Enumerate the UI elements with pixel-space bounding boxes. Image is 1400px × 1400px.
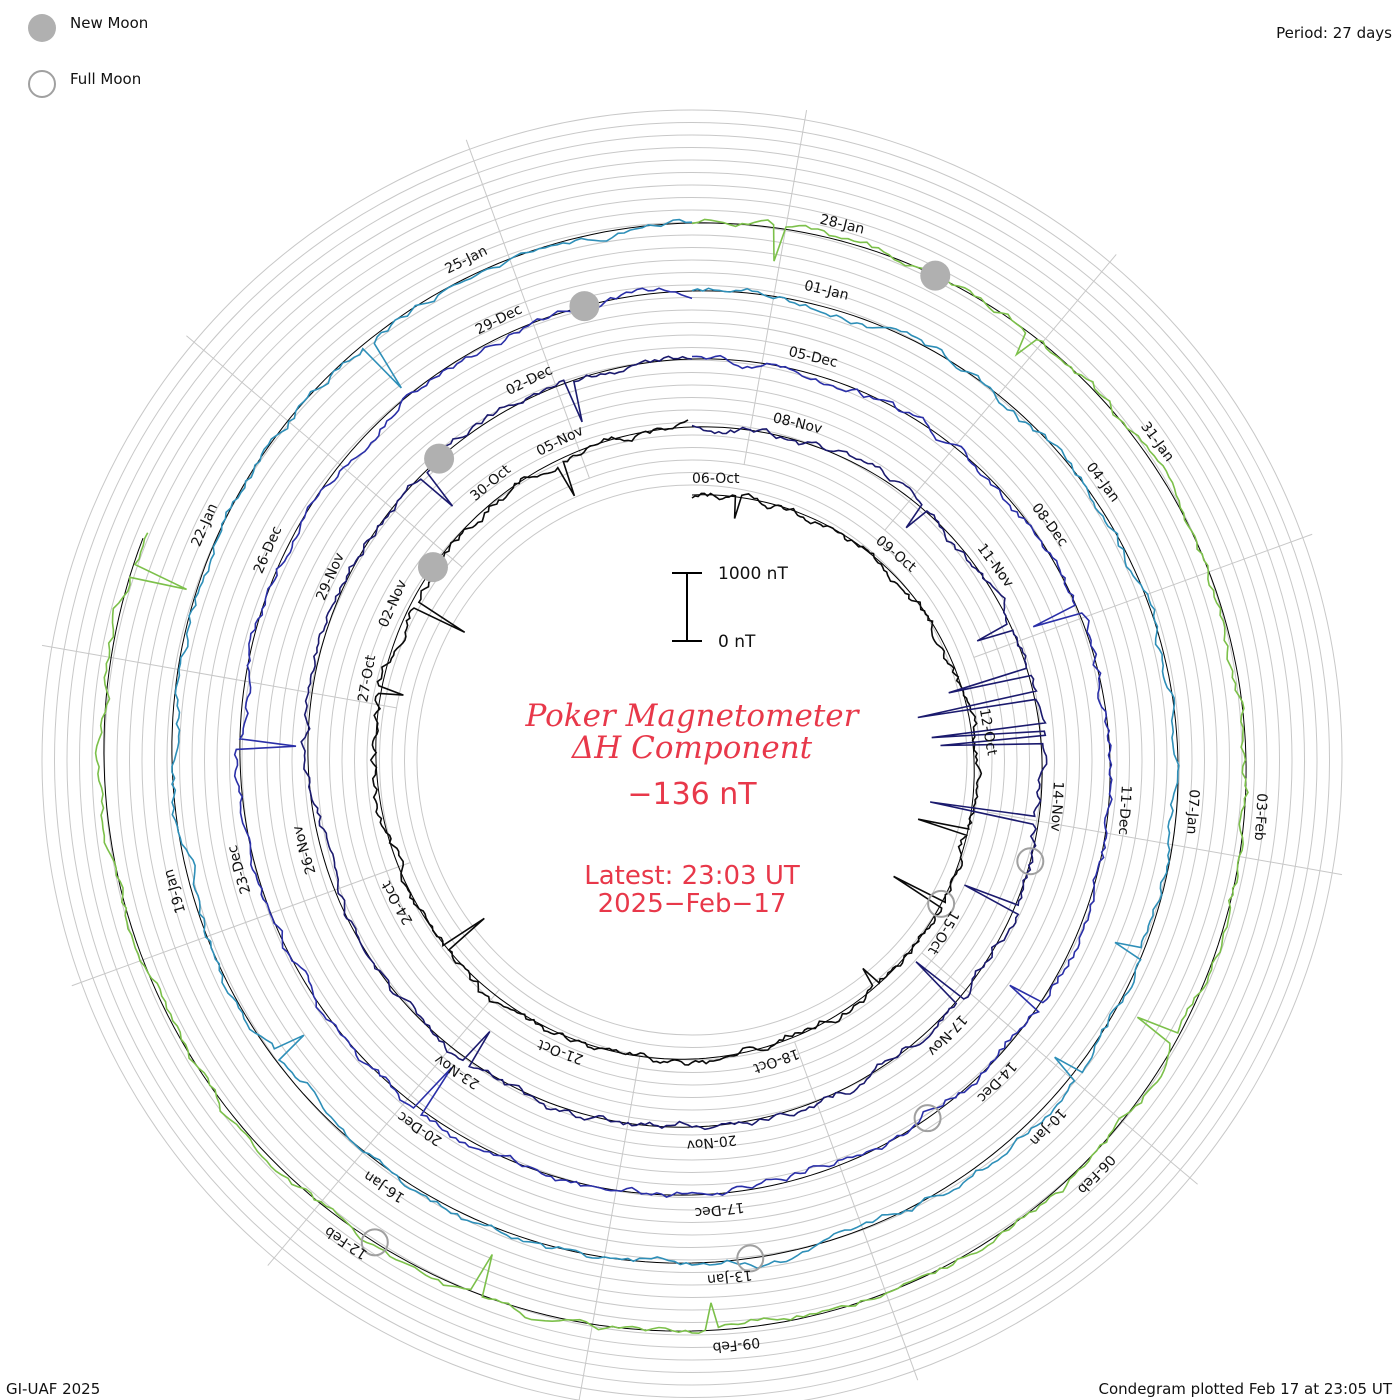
scale-bar: 1000 nT 0 nT <box>672 564 788 652</box>
grid-circle-28 <box>66 134 1318 1386</box>
date-label-41: 06-Feb <box>1074 1151 1118 1197</box>
date-label-13: 14-Nov <box>1047 781 1066 832</box>
date-label-10: 05-Nov <box>534 423 586 460</box>
date-label-43: 12-Feb <box>322 1223 371 1263</box>
grid-circle-1 <box>404 472 980 1048</box>
grid-spoke-1 <box>884 254 1117 531</box>
grid-circle-5 <box>354 422 1030 1098</box>
grid-circle-16 <box>216 284 1168 1236</box>
grid-circle-11 <box>279 347 1105 1173</box>
trace-revolution-4 <box>94 218 1249 1335</box>
new-moon-marker-0 <box>417 552 448 583</box>
grid-circle-14 <box>241 309 1143 1211</box>
grid-circle-2 <box>391 459 993 1061</box>
plotted-label: Condegram plotted Feb 17 at 23:05 UT <box>1099 1380 1393 1398</box>
grid-circle-12 <box>266 334 1118 1186</box>
date-label-40: 03-Feb <box>1251 793 1270 842</box>
grid-circle-18 <box>191 259 1193 1261</box>
date-label-11: 08-Nov <box>771 410 824 437</box>
grid-circle-30 <box>41 109 1343 1400</box>
grid-circle-19 <box>179 247 1205 1273</box>
date-label-25: 20-Dec <box>395 1108 446 1149</box>
date-label-15: 20-Nov <box>686 1131 738 1153</box>
grid-spoke-8 <box>71 862 411 987</box>
date-label-23: 14-Dec <box>973 1058 1019 1105</box>
grid-spoke-4 <box>921 952 1198 1185</box>
date-label-9: 02-Nov <box>376 577 411 629</box>
date-label-42: 09-Feb <box>712 1334 761 1355</box>
grid-spoke-9 <box>41 644 397 709</box>
new-moon-marker-3 <box>920 260 951 291</box>
trace-layer <box>94 218 1249 1335</box>
scale-bar-bottom-label: 0 nT <box>718 632 756 652</box>
grid-circle-4 <box>366 434 1018 1086</box>
date-label-18: 29-Nov <box>313 551 348 603</box>
grid-spoke-7 <box>267 989 500 1266</box>
grid-circle-20 <box>166 234 1218 1286</box>
grid-circle-26 <box>91 159 1293 1361</box>
trace-revolution-0 <box>369 419 983 1066</box>
latest-time: Latest: 23:03 UT <box>584 861 800 891</box>
grid-spoke-6 <box>578 1055 641 1400</box>
moon-layer <box>360 260 1045 1273</box>
grid-circle-22 <box>141 209 1243 1311</box>
latest-date: 2025−Feb−17 <box>598 889 787 919</box>
chart-title-line1: Poker Magnetometer <box>525 698 861 734</box>
date-label-31: 07-Jan <box>1183 789 1202 835</box>
full-moon-marker-1 <box>1016 847 1045 876</box>
trace-revolution-2 <box>233 287 1113 1198</box>
date-label-24: 17-Dec <box>694 1199 745 1221</box>
date-label-33: 13-Jan <box>706 1266 753 1287</box>
full-moon-marker-4 <box>360 1228 389 1257</box>
chart-title-line2: ΔH Component <box>571 730 813 766</box>
grid-spoke-11 <box>465 139 590 479</box>
grid-spoke-0 <box>743 109 808 465</box>
credit-label: GI-UAF 2025 <box>6 1380 100 1398</box>
new-moon-legend-icon <box>28 14 56 42</box>
new-moon-marker-1 <box>424 443 455 474</box>
grid-circle-7 <box>329 397 1055 1123</box>
date-label-20: 05-Dec <box>787 344 839 371</box>
period-label: Period: 27 days <box>1276 24 1392 42</box>
full-moon-marker-3 <box>736 1244 765 1273</box>
date-label-22: 11-Dec <box>1115 785 1134 836</box>
date-label-35: 19-Jan <box>161 867 189 915</box>
grid-layer <box>41 109 1343 1400</box>
grid-spoke-3 <box>987 811 1343 876</box>
scale-bar-top-label: 1000 nT <box>718 564 788 584</box>
date-label-34: 16-Jan <box>361 1167 408 1205</box>
grid-circle-8 <box>316 384 1068 1136</box>
trace-revolution-3 <box>171 218 1180 1270</box>
grid-circle-29 <box>54 122 1330 1398</box>
new-moon-marker-2 <box>569 291 600 322</box>
full-moon-legend-label: Full Moon <box>70 70 141 88</box>
grid-circle-15 <box>229 297 1155 1223</box>
baseline-layer <box>103 222 1247 1332</box>
grid-circle-17 <box>204 272 1180 1248</box>
grid-circle-3 <box>379 447 1005 1073</box>
date-label-38: 28-Jan <box>818 212 866 238</box>
full-moon-legend-icon <box>28 70 56 98</box>
trace-revolution-1 <box>300 355 1048 1131</box>
grid-circle-27 <box>79 147 1305 1373</box>
date-label-0: 06-Oct <box>692 471 740 487</box>
date-label-6: 24-Oct <box>379 878 417 928</box>
grid-circle-24 <box>116 184 1268 1336</box>
grid-spoke-2 <box>973 533 1313 658</box>
grid-spoke-5 <box>794 1041 919 1381</box>
date-label-8: 30-Oct <box>467 461 514 504</box>
full-moon-marker-0 <box>927 889 956 918</box>
grid-circle-13 <box>254 322 1130 1198</box>
grid-circle-23 <box>129 197 1255 1323</box>
grid-spoke-10 <box>186 335 463 568</box>
current-value: −136 nT <box>627 777 757 812</box>
full-moon-marker-2 <box>913 1104 942 1133</box>
spiral-baseline <box>103 222 1247 1332</box>
new-moon-legend-label: New Moon <box>70 14 148 32</box>
grid-circle-0 <box>416 484 968 1036</box>
grid-circle-10 <box>291 359 1093 1161</box>
